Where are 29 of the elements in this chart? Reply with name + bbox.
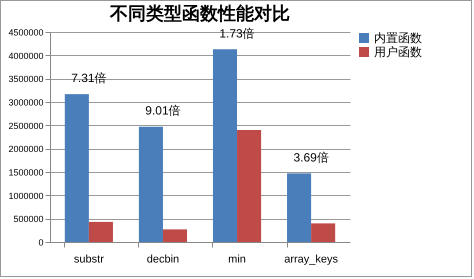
bar bbox=[212, 49, 238, 242]
annotation: 1.73倍 bbox=[219, 26, 255, 40]
y-tick-label: 4500000 bbox=[8, 28, 44, 38]
y-tick-label: 2000000 bbox=[8, 144, 44, 154]
y-tick-label: 2500000 bbox=[8, 120, 44, 131]
legend-label: 内置函数 bbox=[374, 31, 422, 45]
bar bbox=[138, 126, 163, 242]
y-tick-label: 1000000 bbox=[8, 190, 44, 201]
y-tick-label: 0 bbox=[38, 238, 44, 248]
legend-label: 用户函数 bbox=[374, 45, 422, 59]
bar bbox=[88, 222, 113, 242]
x-tick-label: min bbox=[228, 254, 246, 266]
bar bbox=[287, 173, 312, 242]
bar bbox=[64, 94, 89, 242]
y-tick-label: 500000 bbox=[13, 214, 44, 224]
bar bbox=[162, 229, 188, 242]
y-tick-label: 3500000 bbox=[8, 74, 44, 84]
annotation: 7.31倍 bbox=[71, 71, 107, 86]
bar bbox=[311, 223, 336, 242]
x-tick-label: substr bbox=[74, 254, 104, 266]
y-tick-label: 3000000 bbox=[8, 98, 44, 108]
chart-title: 不同类型函数性能对比 bbox=[109, 3, 290, 24]
y-tick-label: 1500000 bbox=[8, 168, 44, 178]
annotation: 9.01倍 bbox=[145, 104, 181, 118]
x-tick-label: array_keys bbox=[284, 254, 339, 266]
x-tick-label: decbin bbox=[146, 254, 180, 266]
y-tick-label: 4000000 bbox=[8, 50, 44, 61]
bar bbox=[237, 130, 262, 242]
annotation: 3.69倍 bbox=[293, 150, 329, 164]
